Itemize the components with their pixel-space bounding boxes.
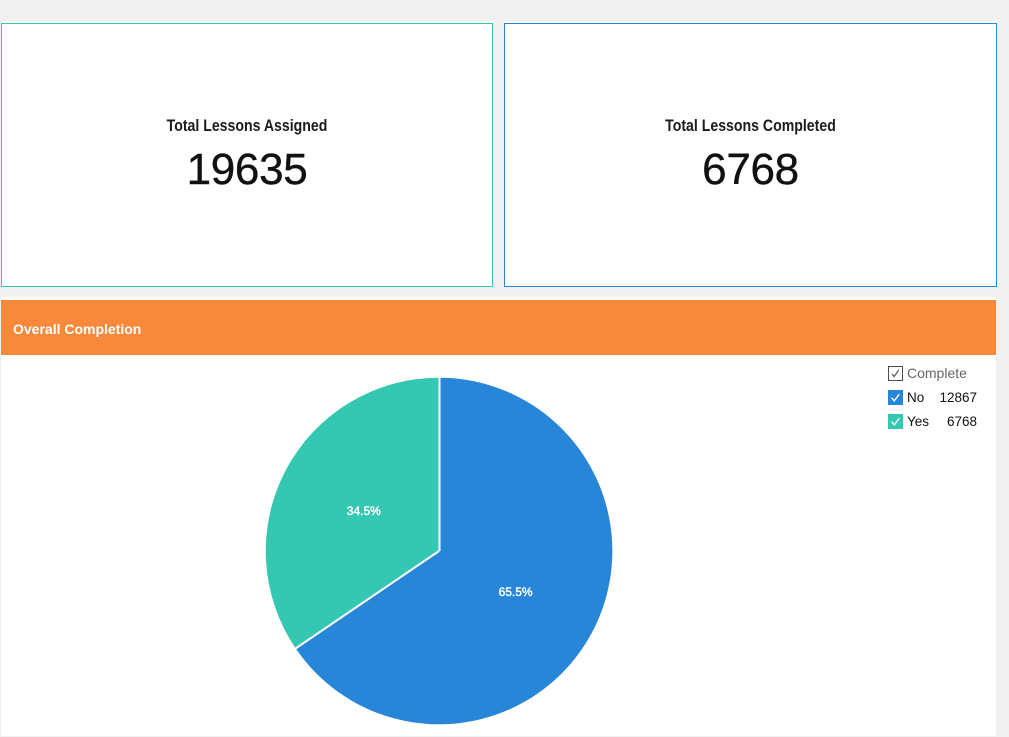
svg-text:34.5%: 34.5% [347,504,381,518]
svg-text:65.5%: 65.5% [499,585,533,599]
